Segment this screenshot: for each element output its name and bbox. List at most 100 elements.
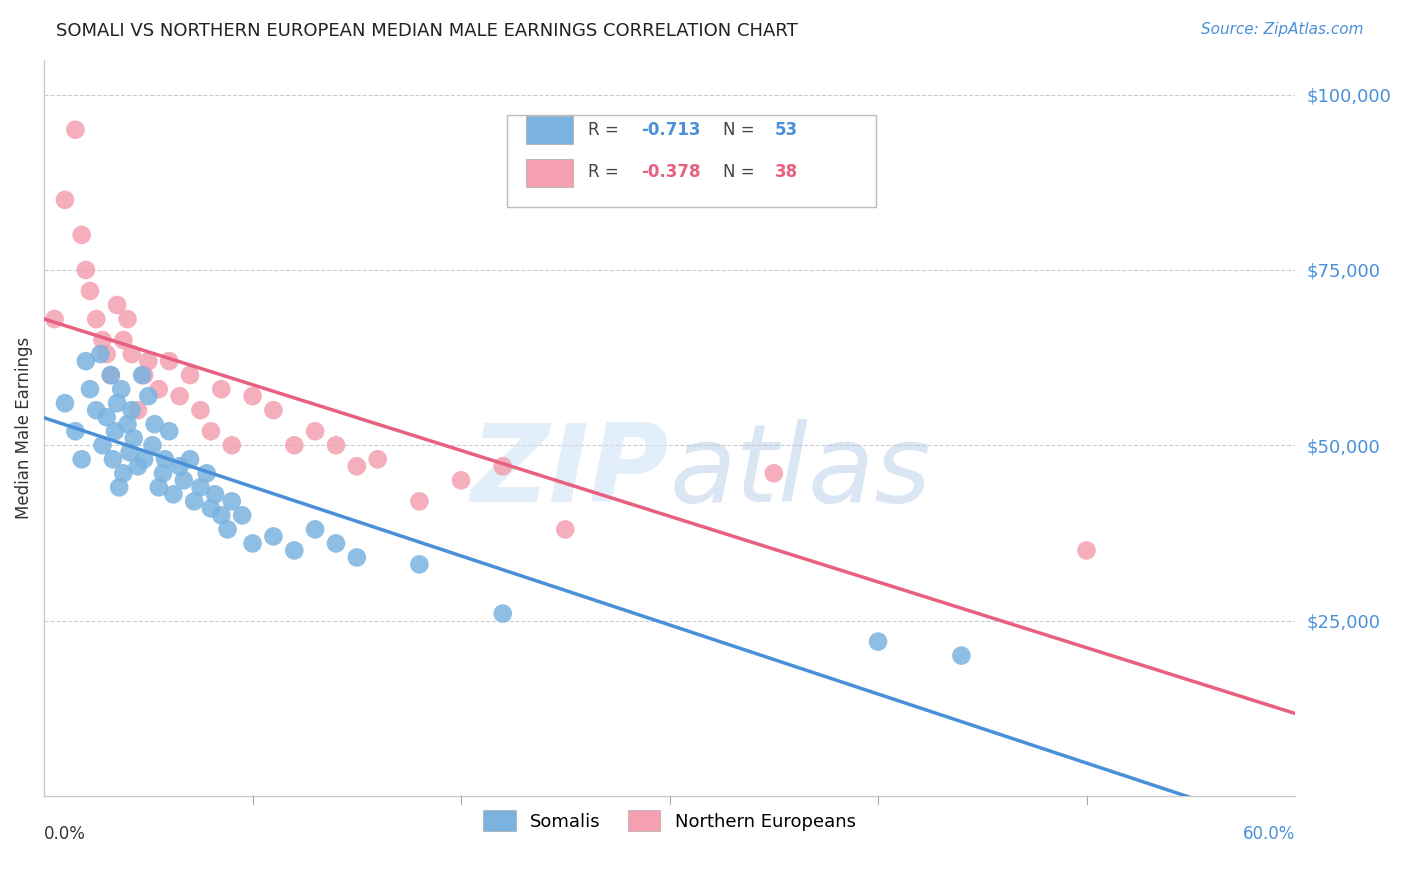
Point bbox=[304, 522, 326, 536]
Point bbox=[53, 396, 76, 410]
Point bbox=[492, 459, 515, 474]
Point bbox=[79, 284, 101, 298]
Point bbox=[554, 522, 576, 536]
Point bbox=[367, 452, 389, 467]
Point bbox=[148, 382, 170, 396]
Point bbox=[221, 494, 243, 508]
Point bbox=[262, 529, 284, 543]
Point bbox=[84, 312, 107, 326]
Point bbox=[121, 347, 143, 361]
Text: -0.713: -0.713 bbox=[641, 120, 700, 138]
Point bbox=[122, 431, 145, 445]
Point bbox=[157, 354, 180, 368]
Point bbox=[1076, 543, 1098, 558]
Point bbox=[221, 438, 243, 452]
Point bbox=[179, 452, 201, 467]
Point bbox=[162, 487, 184, 501]
Point bbox=[950, 648, 973, 663]
Text: 60.0%: 60.0% bbox=[1243, 825, 1295, 843]
Point bbox=[91, 438, 114, 452]
Point bbox=[79, 382, 101, 396]
Point bbox=[112, 333, 135, 347]
Point bbox=[121, 403, 143, 417]
Point bbox=[84, 403, 107, 417]
Point bbox=[325, 438, 347, 452]
Point bbox=[866, 634, 889, 648]
Point bbox=[131, 368, 153, 383]
Point bbox=[53, 193, 76, 207]
Text: N =: N = bbox=[723, 163, 761, 181]
Point bbox=[408, 494, 430, 508]
Point bbox=[762, 467, 785, 481]
Point bbox=[138, 354, 160, 368]
Point bbox=[169, 389, 191, 403]
Text: SOMALI VS NORTHERN EUROPEAN MEDIAN MALE EARNINGS CORRELATION CHART: SOMALI VS NORTHERN EUROPEAN MEDIAN MALE … bbox=[56, 22, 799, 40]
Text: 38: 38 bbox=[775, 163, 797, 181]
Text: atlas: atlas bbox=[669, 419, 931, 524]
Text: -0.378: -0.378 bbox=[641, 163, 700, 181]
Point bbox=[44, 312, 66, 326]
Point bbox=[283, 543, 305, 558]
Point bbox=[157, 424, 180, 438]
Point bbox=[100, 368, 122, 383]
Point bbox=[231, 508, 253, 523]
Point bbox=[143, 417, 166, 432]
Point bbox=[209, 508, 232, 523]
Point bbox=[117, 417, 139, 432]
Text: 53: 53 bbox=[775, 120, 797, 138]
Point bbox=[242, 536, 264, 550]
Y-axis label: Median Male Earnings: Median Male Earnings bbox=[15, 336, 32, 519]
Point bbox=[117, 312, 139, 326]
Point bbox=[209, 382, 232, 396]
Text: R =: R = bbox=[588, 163, 624, 181]
Text: Source: ZipAtlas.com: Source: ZipAtlas.com bbox=[1201, 22, 1364, 37]
Point bbox=[110, 382, 132, 396]
Point bbox=[127, 403, 149, 417]
Point bbox=[89, 347, 111, 361]
Point bbox=[91, 333, 114, 347]
Point bbox=[450, 473, 472, 487]
Point bbox=[134, 368, 156, 383]
Point bbox=[118, 445, 141, 459]
Point bbox=[283, 438, 305, 452]
Point bbox=[190, 480, 212, 494]
Point bbox=[112, 467, 135, 481]
Point bbox=[108, 480, 131, 494]
Legend: Somalis, Northern Europeans: Somalis, Northern Europeans bbox=[477, 803, 863, 838]
Point bbox=[492, 607, 515, 621]
Point bbox=[183, 494, 205, 508]
Point bbox=[153, 452, 176, 467]
Point bbox=[262, 403, 284, 417]
Text: N =: N = bbox=[723, 120, 761, 138]
Point bbox=[105, 298, 128, 312]
Point bbox=[152, 467, 174, 481]
Point bbox=[127, 459, 149, 474]
Point bbox=[173, 473, 195, 487]
Point bbox=[134, 452, 156, 467]
Text: 0.0%: 0.0% bbox=[44, 825, 86, 843]
Point bbox=[242, 389, 264, 403]
Point bbox=[346, 459, 368, 474]
Point bbox=[70, 452, 93, 467]
Text: R =: R = bbox=[588, 120, 624, 138]
Point bbox=[65, 424, 87, 438]
Bar bbox=[526, 116, 574, 145]
Point bbox=[101, 452, 124, 467]
Point bbox=[148, 480, 170, 494]
Point bbox=[325, 536, 347, 550]
Point bbox=[70, 227, 93, 242]
Point bbox=[217, 522, 239, 536]
Point bbox=[138, 389, 160, 403]
Text: ZIP: ZIP bbox=[471, 419, 669, 524]
Point bbox=[141, 438, 163, 452]
Point bbox=[65, 122, 87, 136]
Point bbox=[190, 403, 212, 417]
Point bbox=[75, 354, 97, 368]
Point bbox=[179, 368, 201, 383]
Point bbox=[200, 501, 222, 516]
Point bbox=[195, 467, 218, 481]
Point bbox=[200, 424, 222, 438]
Point bbox=[75, 263, 97, 277]
Point bbox=[169, 459, 191, 474]
Point bbox=[100, 368, 122, 383]
